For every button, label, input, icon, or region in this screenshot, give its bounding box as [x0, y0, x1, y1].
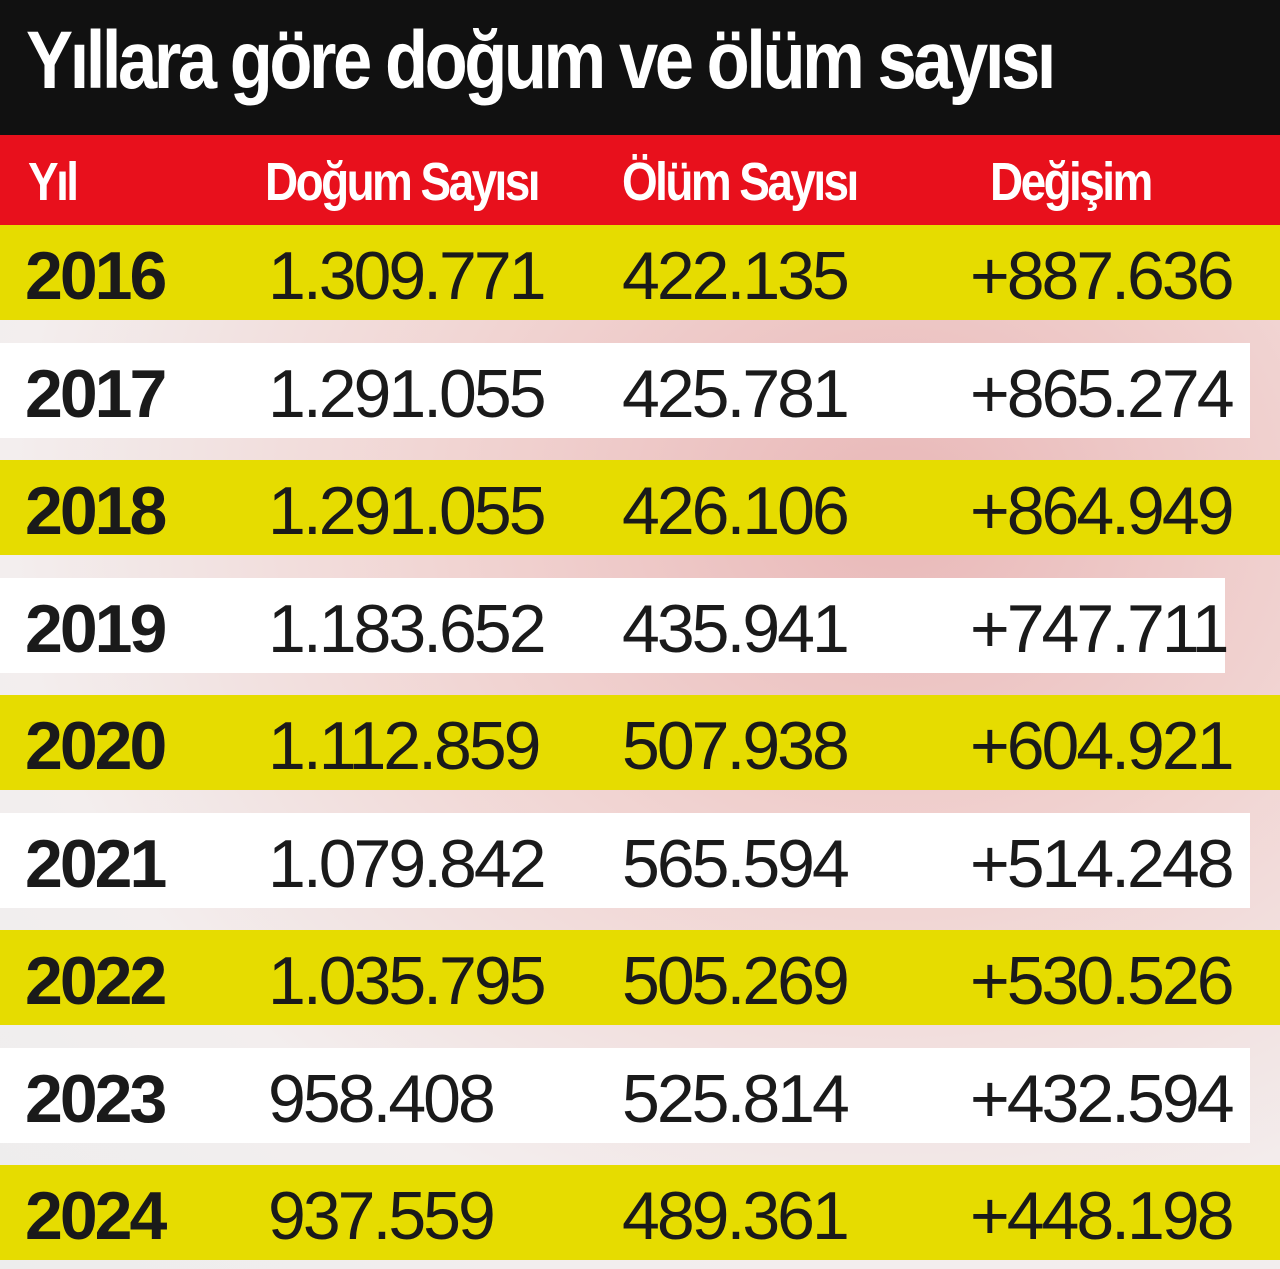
year-cell: 2023	[25, 1060, 167, 1137]
value-cell: 1.112.859	[268, 708, 541, 784]
value-cell: 937.559	[268, 1178, 496, 1254]
value-cell: 505.269	[622, 943, 850, 1019]
year-cell: 2022	[25, 943, 167, 1019]
value-cell: 425.781	[622, 355, 850, 432]
value-cell: +887.636	[970, 238, 1235, 314]
year-cell: 2019	[25, 590, 167, 667]
year-cell: 2020	[25, 708, 167, 784]
title-bar: Yıllara göre doğum ve ölüm sayısı	[0, 0, 1280, 135]
value-cell: +604.921	[970, 708, 1235, 784]
column-header: Doğum Sayısı	[265, 152, 540, 212]
value-cell: 426.106	[622, 473, 850, 549]
table-row: 2019 1.183.652 435.941 +747.711	[0, 577, 1229, 673]
table-row: 2020 1.112.859 507.938 +604.921	[0, 695, 1280, 790]
value-cell: 525.814	[622, 1060, 850, 1137]
value-cell: +864.949	[970, 473, 1235, 549]
year-cell: 2021	[25, 825, 167, 902]
value-cell: 435.941	[622, 590, 850, 667]
value-cell: 507.938	[622, 708, 850, 784]
value-cell: 489.361	[622, 1178, 850, 1254]
table-row: 2024 937.559 489.361 +448.198	[0, 1165, 1280, 1260]
year-cell: 2016	[25, 238, 167, 314]
value-cell: +747.711	[970, 590, 1229, 667]
value-cell: 1.309.771	[268, 238, 547, 314]
value-cell: 565.594	[622, 825, 850, 902]
year-cell: 2018	[25, 473, 167, 549]
value-cell: 958.408	[268, 1060, 496, 1137]
value-cell: 1.183.652	[268, 590, 547, 667]
table-row: 2018 1.291.055 426.106 +864.949	[0, 460, 1280, 555]
table-row: 2022 1.035.795 505.269 +530.526	[0, 930, 1280, 1025]
table-row: 2023 958.408 525.814 +432.594	[0, 1047, 1250, 1143]
value-cell: +448.198	[970, 1178, 1235, 1254]
table-row: 2016 1.309.771 422.135 +887.636	[0, 225, 1280, 320]
table-row: 2017 1.291.055 425.781 +865.274	[0, 342, 1250, 438]
value-cell: 1.291.055	[268, 355, 547, 432]
value-cell: 422.135	[622, 238, 850, 314]
value-cell: +865.274	[970, 355, 1235, 432]
header-row: Yıl Doğum Sayısı Ölüm Sayısı Değişim	[0, 135, 1280, 225]
year-cell: 2024	[25, 1178, 167, 1254]
year-cell: 2017	[25, 355, 167, 432]
title: Yıllara göre doğum ve ölüm sayısı	[26, 15, 1056, 106]
value-cell: +432.594	[970, 1060, 1235, 1137]
value-cell: +530.526	[970, 943, 1235, 1019]
value-cell: 1.079.842	[268, 825, 547, 902]
value-cell: 1.035.795	[268, 943, 547, 1019]
value-cell: +514.248	[970, 825, 1235, 902]
value-cell: 1.291.055	[268, 473, 547, 549]
column-header: Ölüm Sayısı	[622, 152, 859, 212]
column-header: Değişim	[990, 152, 1153, 212]
table-row: 2021 1.079.842 565.594 +514.248	[0, 812, 1250, 908]
column-header: Yıl	[28, 152, 79, 212]
